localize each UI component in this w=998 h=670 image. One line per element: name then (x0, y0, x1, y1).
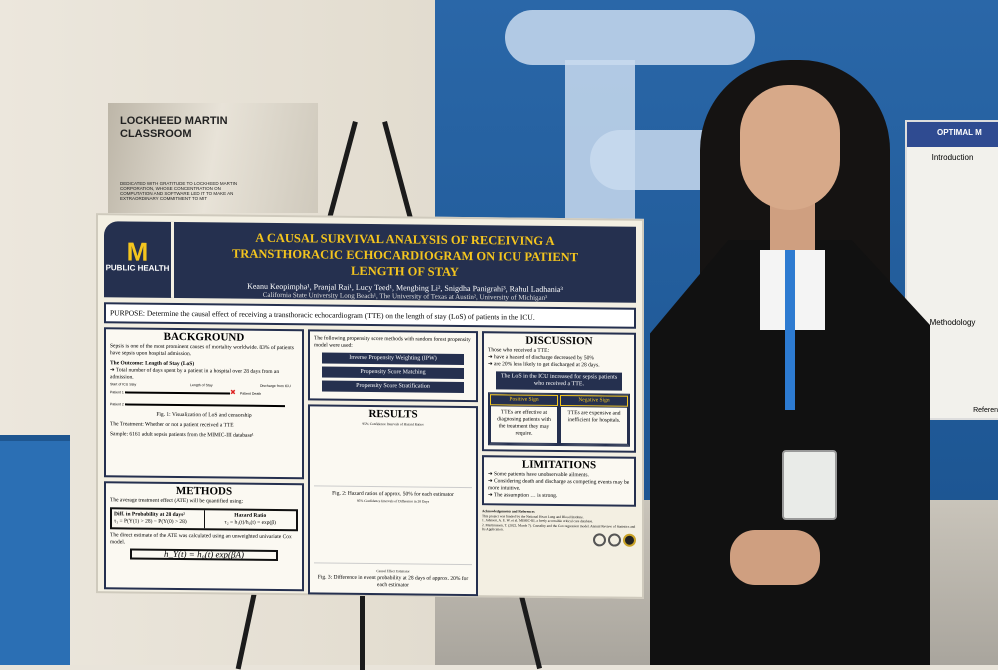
propensity-section: The following propensity score methods w… (308, 329, 478, 403)
lanyard (785, 250, 795, 410)
los-figure: Start of ICU Stay Length of Stay Dischar… (110, 382, 291, 407)
negative-sign-text: TTEs are expensive and inefficient for h… (560, 405, 628, 445)
limitation-point: Considering death and discharge as compe… (488, 478, 630, 493)
background-intro: Sepsis is one of the most prominent caus… (110, 343, 294, 358)
diff-title: Diff. in Probability at 28 days² (114, 511, 185, 519)
fig-label: Patient 2 (110, 402, 124, 407)
positive-sign-text: TTEs are effective at diagnosing patient… (490, 405, 558, 444)
michigan-logo: M PUBLIC HEALTH (104, 221, 174, 298)
logo-text: PUBLIC HEALTH (105, 263, 170, 273)
plaque: LOCKHEED MARTIN CLASSROOM Dedicated with… (108, 103, 318, 213)
discussion-point: are 20% less likely to get discharged at… (488, 361, 630, 369)
easel-leg (360, 580, 365, 670)
discussion-section: DISCUSSION Those who received a TTE: hav… (482, 331, 636, 453)
probability-difference-plot (314, 508, 472, 566)
cox-text: The direct estimate of the ATE was calcu… (110, 532, 292, 546)
person-face (740, 85, 840, 210)
fig-label: Patient Death (240, 391, 262, 396)
hr-title: Hazard Ratio (234, 512, 267, 519)
limitations-heading: LIMITATIONS (521, 458, 597, 472)
methods-heading: METHODS (175, 484, 233, 498)
seal-icon (623, 533, 636, 547)
results-heading: RESULTS (368, 407, 418, 421)
fig2-title: 95% Confidence Intervals of Hazard Ratio… (362, 421, 424, 427)
logo-letter: M (126, 236, 149, 267)
seal-icon (608, 532, 621, 547)
method-matching: Propensity Score Matching (322, 366, 464, 379)
plaque-dedication: Dedicated with gratitude to Lockheed Mar… (120, 181, 238, 201)
fig-label: Length of Stay (190, 383, 213, 388)
negative-sign-label: Negative Sign (560, 394, 628, 407)
background-heading: BACKGROUND (163, 330, 245, 344)
acknowledgements: Acknowledgements and References This pro… (482, 509, 636, 548)
fig3-caption: Fig. 3: Difference in event probability … (317, 574, 469, 589)
background-poster-title: OPTIMAL M (907, 122, 998, 147)
background-poster-methodology: Methodology (929, 318, 976, 327)
hr-formula: τ₂ = h₁(t)/h₀(t) = exp(β) (224, 519, 276, 527)
sample-text: Sample: 6161 adult sepsis patients from … (110, 431, 254, 439)
background-poster-references: Referen (973, 407, 998, 414)
positive-sign-label: Positive Sign (490, 394, 558, 406)
person-hands (730, 530, 820, 585)
plaque-title: LOCKHEED MARTIN CLASSROOM (120, 115, 228, 140)
diff-formula: τ₁ = P(Y(1) > 28) − P(Y(0) > 28) (114, 518, 187, 526)
background-section: BACKGROUND Sepsis is one of the most pro… (104, 327, 304, 480)
limitations-section: LIMITATIONS Some patients have unobserva… (482, 455, 636, 507)
propensity-intro: The following propensity score methods w… (314, 335, 471, 349)
poster-title: A CAUSAL SURVIVAL ANALYSIS OF RECEIVING … (231, 230, 579, 279)
methods-intro: The average treatment effect (ATE) will … (110, 497, 244, 505)
fig-label: Patient 1 (110, 390, 124, 395)
ack-heading: Acknowledgements and References (482, 509, 535, 514)
method-ipw: Inverse Propensity Weighting (IPW) (322, 352, 464, 365)
recycling-bin (0, 435, 70, 665)
limitation-point: The assumption … is strong. (488, 492, 630, 500)
seal-icon (593, 532, 606, 546)
purpose-statement: PURPOSE: Determine the causal effect of … (104, 302, 636, 329)
name-badge (782, 450, 837, 520)
methods-section: METHODS The average treatment effect (AT… (104, 481, 304, 592)
discussion-banner: The LoS in the ICU increased for sepsis … (496, 371, 622, 391)
research-poster: M PUBLIC HEALTH A CAUSAL SURVIVAL ANALYS… (96, 213, 644, 599)
wall-graphic (505, 10, 755, 65)
background-poster-intro: Introduction (931, 153, 974, 162)
treatment-text: The Treatment: Whether or not a patient … (110, 421, 234, 429)
cox-formula: h_Y(t) = h₀(t) exp(βA) (130, 548, 278, 562)
discussion-heading: DISCUSSION (525, 334, 593, 348)
poster-header: M PUBLIC HEALTH A CAUSAL SURVIVAL ANALYS… (104, 221, 636, 303)
method-stratification: Propensity Score Stratification (322, 380, 464, 393)
results-section: RESULTS 95% Confidence Intervals of Haza… (308, 404, 478, 597)
hazard-ratio-plot (314, 431, 472, 489)
fig-label: Discharge from ICU (260, 383, 291, 389)
fig-label: Start of ICU Stay (110, 382, 137, 387)
wall-graphic (565, 60, 635, 230)
